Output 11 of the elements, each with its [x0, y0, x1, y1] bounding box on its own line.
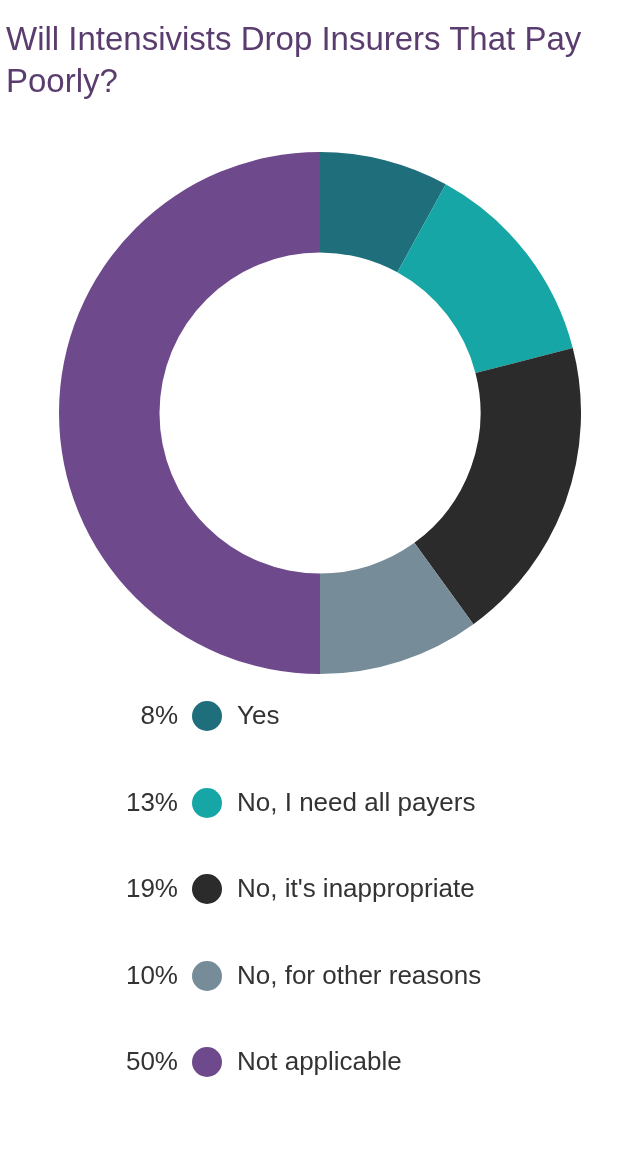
legend-label: No, for other reasons — [237, 959, 482, 991]
legend-label: No, it's inappropriate — [237, 873, 475, 904]
chart-title: Will Intensivists Drop Insurers That Pay Poorly? — [6, 19, 583, 101]
data-label: 8% — [140, 700, 178, 731]
data-label: 13% — [125, 786, 178, 818]
data-label: 50% — [125, 1046, 178, 1077]
legend-label: Yes — [237, 700, 280, 731]
data-label: 19% — [125, 873, 178, 904]
legend-label: Not applicable — [237, 1046, 402, 1077]
data-label: 10% — [125, 959, 178, 991]
legend-label: No, I need all payers — [237, 786, 476, 818]
